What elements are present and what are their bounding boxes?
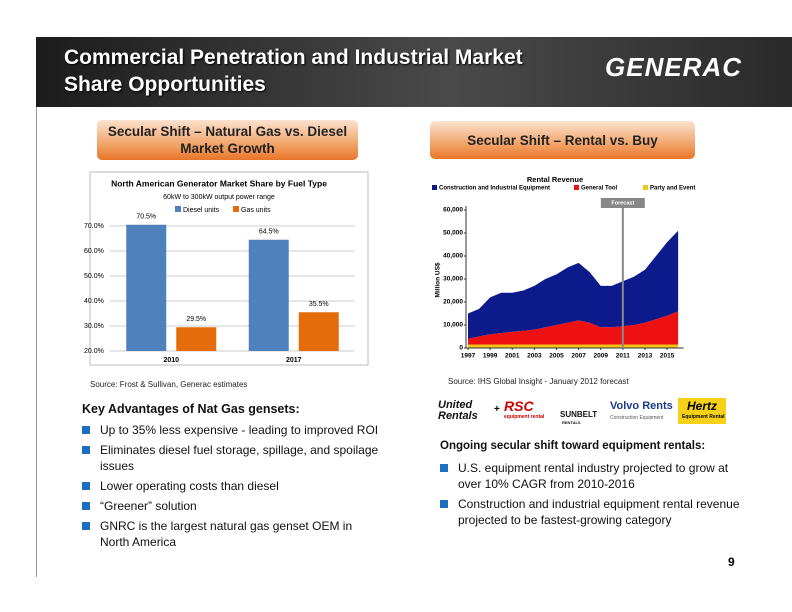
value-label: 70.5%	[136, 214, 156, 221]
bullet: Construction and industrial equipment re…	[440, 496, 740, 528]
y-tick-label: 50.0%	[84, 273, 104, 280]
x-tick-label: 2010	[163, 357, 179, 364]
legend-swatch	[432, 185, 437, 190]
right-source: Source: IHS Global Insight - January 201…	[448, 377, 629, 386]
left-source: Source: Frost & Sullivan, Generac estima…	[90, 380, 248, 389]
y-tick-label: 40,000	[443, 253, 463, 260]
bullet: Eliminates diesel fuel storage, spillage…	[82, 442, 382, 474]
x-tick-label: 2009	[593, 353, 608, 360]
logo-text: +	[494, 404, 500, 415]
bullet: “Greener” solution	[82, 498, 382, 514]
left-bullets: Up to 35% less expensive - leading to im…	[82, 422, 382, 554]
area	[468, 230, 679, 339]
y-tick-label: 30,000	[443, 276, 463, 283]
y-tick-label: 60,000	[443, 207, 463, 214]
chart-title: North American Generator Market Share by…	[111, 178, 327, 188]
divider	[36, 107, 37, 577]
y-tick-label: 20,000	[443, 299, 463, 306]
bar	[176, 327, 217, 351]
area	[468, 344, 679, 348]
logo-text: equipment rental	[504, 414, 545, 420]
bullet: GNRC is the largest natural gas genset O…	[82, 518, 382, 550]
y-tick-label: 40.0%	[84, 298, 104, 305]
x-tick-label: 2001	[505, 353, 520, 360]
legend-label: Diesel units	[183, 207, 220, 214]
bar	[248, 239, 289, 351]
logo-text: Equipment Rental	[682, 414, 725, 420]
x-tick-label: 1999	[483, 353, 498, 360]
value-label: 29.5%	[186, 316, 206, 323]
logo-text: RENTALS	[562, 420, 581, 425]
chart-title: Rental Revenue	[527, 175, 583, 184]
legend-label: General Tool	[581, 186, 618, 192]
y-axis-label: Million US$	[435, 262, 442, 297]
y-tick-label: 20.0%	[84, 348, 104, 355]
left-heading: Secular Shift – Natural Gas vs. Diesel M…	[97, 120, 358, 160]
page-number: 9	[728, 555, 735, 569]
legend-swatch	[233, 206, 239, 212]
bar	[126, 224, 167, 351]
x-tick-label: 2015	[660, 353, 675, 360]
y-tick-label: 10,000	[443, 322, 463, 329]
forecast-box	[600, 198, 645, 208]
logo-text: United Rentals	[438, 399, 478, 422]
slide-title: Commercial Penetration and Industrial Ma…	[64, 46, 523, 96]
chart-subtitle: 60kW to 300kW output power range	[163, 194, 275, 201]
value-label: 64.5%	[259, 229, 279, 236]
legend-label: Construction and Industrial Equipment	[439, 186, 550, 192]
y-tick-label: 30.0%	[84, 323, 104, 330]
x-tick-label: 2013	[638, 353, 653, 360]
x-tick-label: 2005	[549, 353, 564, 360]
legend-label: Party and Event	[650, 186, 695, 192]
legend-label: Gas units	[241, 207, 271, 214]
bullet: Lower operating costs than diesel	[82, 478, 382, 494]
x-tick-label: 2007	[571, 353, 586, 360]
x-tick-label: 2003	[527, 353, 542, 360]
y-tick-label: 50,000	[443, 230, 463, 237]
x-tick-label: 2017	[286, 357, 302, 364]
right-heading: Secular Shift – Rental vs. Buy	[430, 121, 695, 159]
legend-swatch	[643, 185, 648, 190]
legend-swatch	[574, 185, 579, 190]
y-tick-label: 60.0%	[84, 248, 104, 255]
right-bullets: U.S. equipment rental industry projected…	[440, 460, 740, 532]
area	[468, 311, 679, 345]
bar	[298, 312, 339, 351]
logo-text: Volvo Rents	[610, 400, 673, 412]
logo-text: Construction Equipment	[610, 415, 664, 421]
logo: GENERAC	[605, 52, 743, 82]
bullet: U.S. equipment rental industry projected…	[440, 460, 740, 492]
x-tick-label: 1997	[461, 353, 476, 360]
logo-text: RSC	[504, 398, 534, 414]
bullet: Up to 35% less expensive - leading to im…	[82, 422, 382, 438]
value-label: 35.5%	[309, 301, 329, 308]
logo-text: Hertz	[678, 398, 726, 424]
y-tick-label: 70.0%	[84, 223, 104, 230]
header-band	[36, 37, 792, 107]
y-tick-label: 0	[459, 345, 463, 352]
x-tick-label: 2011	[616, 353, 630, 360]
logos: United Rentals + RSC equipment rental SU…	[438, 398, 738, 428]
legend-swatch	[175, 206, 181, 212]
left-list-title: Key Advantages of Nat Gas gensets:	[82, 402, 300, 416]
right-list-title: Ongoing secular shift toward equipment r…	[440, 440, 706, 452]
annotation: Forecast	[611, 200, 634, 206]
logo-text: SUNBELT	[560, 410, 598, 419]
